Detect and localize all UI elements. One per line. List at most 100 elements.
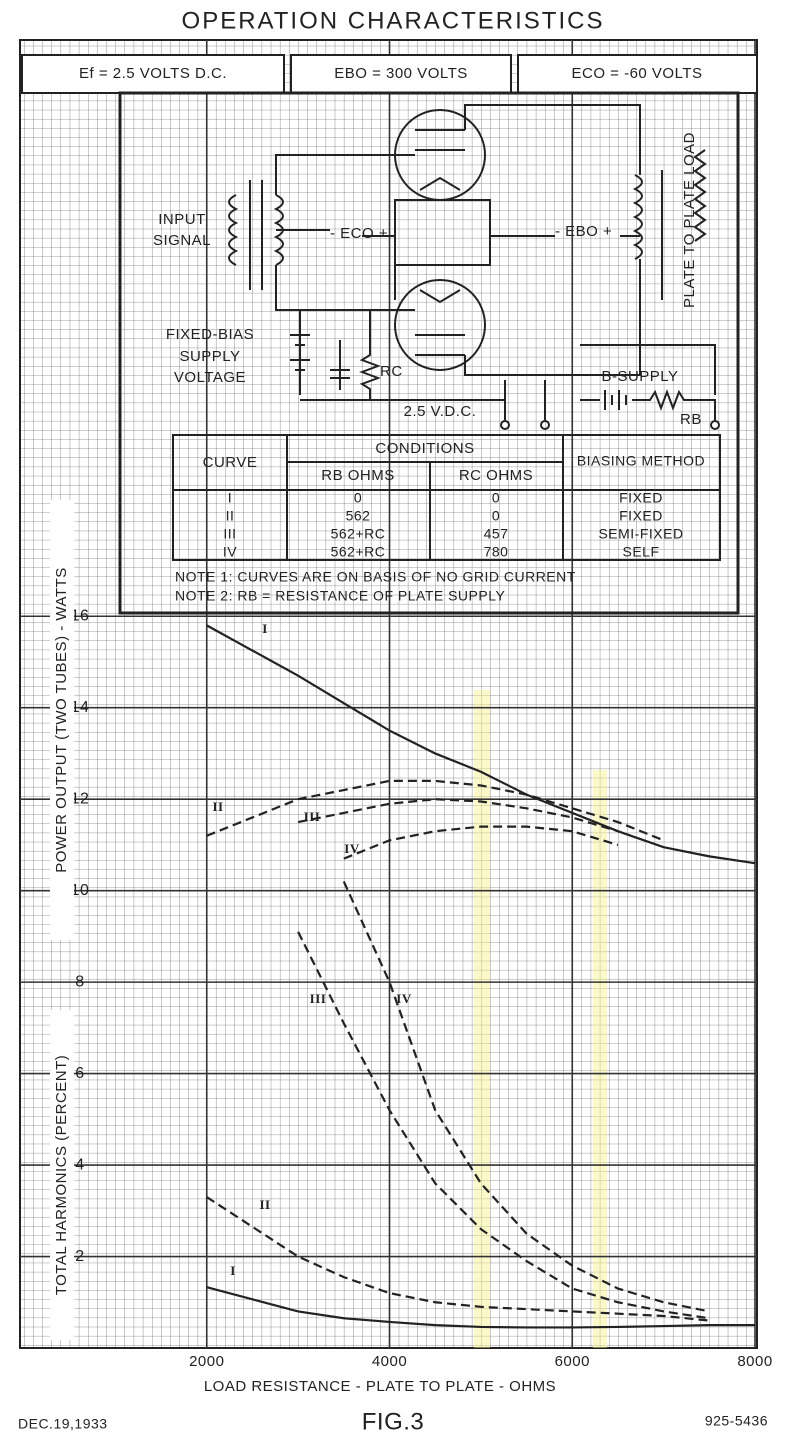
curve-label: IV [396, 991, 412, 1006]
tube [394, 279, 486, 371]
curve-label: II [212, 799, 223, 814]
curve-label: I [262, 621, 268, 636]
label-backdrop [50, 500, 74, 940]
grid-background [19, 39, 758, 1349]
curve-label: IV [344, 841, 360, 856]
highlight [474, 690, 490, 1348]
table-cell: 0 [354, 490, 362, 506]
curve-label: III [304, 809, 321, 824]
table-cell: FIXED [619, 508, 663, 524]
circuit-label: RC [380, 363, 403, 380]
conditions-table: CURVE CONDITIONS BIASING METHOD RB OHMS … [172, 434, 721, 604]
table-cell: FIXED [619, 490, 663, 506]
table-cell: 562+RC [331, 526, 386, 542]
table-subheader: RC OHMS [459, 467, 533, 484]
bias-supply [290, 310, 505, 401]
table-cell: SEMI-FIXED [598, 526, 683, 542]
curve-label: III [310, 991, 327, 1006]
condition: EBO = 300 VOLTS [334, 65, 468, 82]
table-cell: IV [223, 544, 237, 560]
table-frame [172, 434, 721, 561]
footer-figure: FIG.3 [362, 1408, 425, 1435]
table-cell: SELF [622, 544, 659, 560]
table-header: CURVE [203, 454, 258, 471]
footer-date: DEC.19,1933 [18, 1416, 108, 1432]
series-line [297, 931, 710, 1320]
x-tick-label: 6000 [555, 1353, 590, 1370]
wiring [275, 154, 640, 311]
x-tick-label: 2000 [189, 1353, 224, 1370]
y-tick-label: 16 [71, 607, 90, 624]
table-cell: I [228, 490, 232, 506]
plot: 2000 4000 6000 8000246810121416IIIIIIIVIIII… [20, 40, 772, 1370]
condition: ECO = -60 VOLTS [571, 65, 702, 82]
table-cell: 457 [484, 526, 509, 542]
electrodes [415, 129, 465, 356]
box [21, 54, 285, 94]
circuit-label: SUPPLY [179, 348, 240, 365]
table-cell: 780 [484, 544, 509, 560]
output-transformer [464, 104, 707, 376]
series-line [206, 1286, 755, 1329]
y-tick-label: 14 [71, 699, 90, 716]
box [517, 54, 758, 94]
table-cell: II [226, 508, 235, 524]
circuit-label: SIGNAL [153, 232, 211, 249]
table-cell: 562 [346, 508, 371, 524]
series-line [206, 624, 756, 865]
y-axis-label: TOTAL HARMONICS (PERCENT) [53, 1055, 70, 1296]
curve-label: II [259, 1197, 270, 1212]
b-supply [504, 344, 716, 420]
curve-label: I [230, 1263, 236, 1278]
y-axis-label: POWER OUTPUT (TWO TUBES) - WATTS [53, 567, 70, 872]
title: OPERATION CHARACTERISTICS [182, 7, 605, 34]
series-line [206, 779, 665, 842]
series-line [342, 881, 710, 1313]
conditions: Ef = 2.5 VOLTS D.C. EBO = 300 VOLTS ECO … [21, 54, 758, 94]
terminal [710, 420, 720, 430]
table-cell: 0 [492, 490, 500, 506]
terminal [540, 420, 550, 430]
circuit-label: 2.5 V.D.C. [404, 403, 477, 420]
circuit-label: - EBO + [555, 223, 612, 240]
terminal [500, 420, 510, 430]
circuit-label: PLATE TO PLATE LOAD [681, 132, 698, 308]
series-line [297, 798, 619, 833]
y-tick-label: 2 [75, 1248, 84, 1265]
circuit-label: B-SUPPLY [601, 368, 678, 385]
label-backdrop [50, 1010, 74, 1340]
y-tick-label: 4 [75, 1156, 84, 1173]
series-line [343, 825, 619, 860]
table-subheader: RB OHMS [321, 467, 395, 484]
table-cell: 0 [492, 508, 500, 524]
y-tick-label: 10 [71, 882, 90, 899]
y-tick-label: 6 [75, 1065, 84, 1082]
input-transformer [228, 180, 284, 290]
note: NOTE 2: RB = RESISTANCE OF PLATE SUPPLY [175, 588, 505, 604]
circuit-label: FIXED-BIAS [166, 326, 254, 343]
circuit-label: - ECO + [330, 225, 388, 242]
note: NOTE 1: CURVES ARE ON BASIS OF NO GRID C… [175, 569, 576, 585]
footer-number: 925-5436 [705, 1413, 768, 1429]
circuit-label: INPUT [158, 211, 206, 228]
table-header: BIASING METHOD [577, 453, 705, 469]
y-tick-label: 8 [75, 973, 84, 990]
circuit-label: VOLTAGE [174, 369, 246, 386]
table-cell: 562+RC [331, 544, 386, 560]
series-line [206, 1196, 710, 1322]
circuit-label: RB [680, 411, 702, 428]
x-tick-label: 4000 [372, 1353, 407, 1370]
circuit-inset: INPUT SIGNAL - ECO + - EBO + FIXED-BIAS … [118, 91, 740, 615]
x-tick-label: 8000 [737, 1353, 772, 1370]
table-cell: III [223, 526, 236, 542]
condition: Ef = 2.5 VOLTS D.C. [79, 65, 227, 82]
table-body: I 0 0 FIXED II 562 0 FIXED III 562+RC 457 SEMI-FIXE… [223, 490, 683, 560]
inset-frame [118, 91, 740, 615]
x-axis-label: LOAD RESISTANCE - PLATE TO PLATE - OHMS [204, 1378, 556, 1395]
highlight [593, 770, 607, 1348]
table-header: CONDITIONS [375, 440, 474, 457]
table-rules [173, 435, 720, 560]
y-tick-label: 12 [71, 790, 90, 807]
